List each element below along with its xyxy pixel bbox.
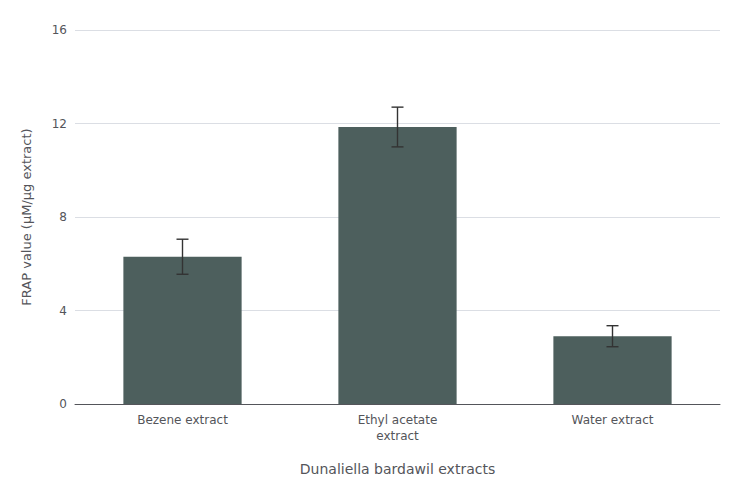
- svg-text:extract: extract: [376, 429, 419, 443]
- svg-text:4: 4: [59, 304, 67, 318]
- svg-text:16: 16: [52, 23, 67, 37]
- svg-text:Ethyl acetate: Ethyl acetate: [358, 413, 438, 427]
- svg-text:Water extract: Water extract: [572, 413, 654, 427]
- svg-text:Bezene extract: Bezene extract: [137, 413, 228, 427]
- svg-text:0: 0: [59, 397, 67, 411]
- svg-text:FRAP value (μM/μg extract): FRAP value (μM/μg extract): [19, 128, 34, 305]
- svg-text:Dunaliella bardawil extracts: Dunaliella bardawil extracts: [300, 461, 495, 477]
- svg-text:8: 8: [59, 210, 67, 224]
- svg-text:12: 12: [52, 117, 67, 131]
